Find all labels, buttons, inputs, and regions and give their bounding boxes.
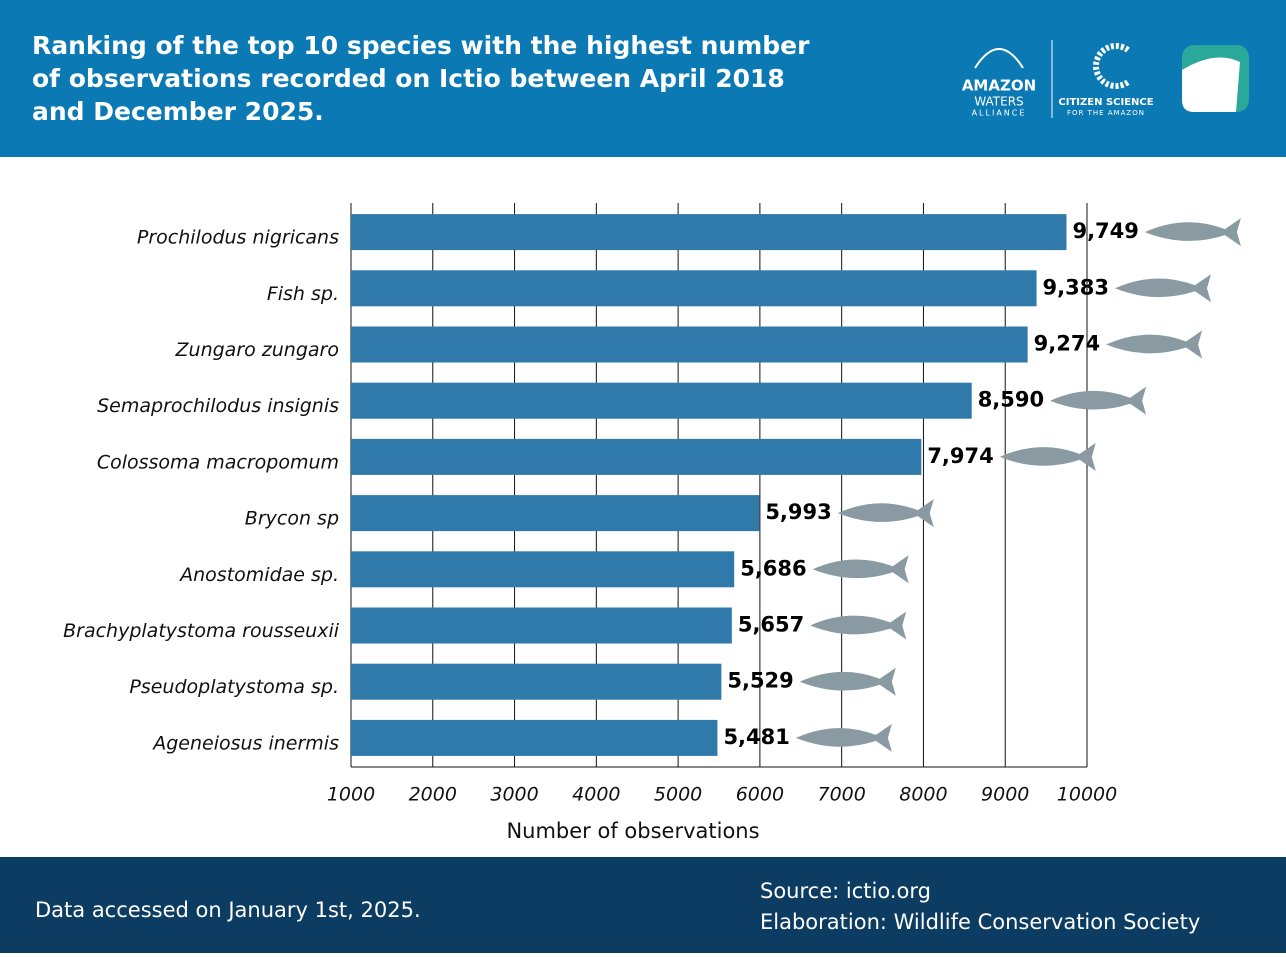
value-label: 8,590	[978, 388, 1044, 412]
x-tick-label: 3000	[490, 784, 538, 806]
bar	[351, 382, 972, 419]
logo-text: AMAZON	[962, 77, 1036, 95]
title-line: and December 2025.	[32, 97, 324, 126]
logo-text: CITIZEN SCIENCE	[1058, 97, 1153, 108]
fish-illustration	[1114, 274, 1211, 303]
x-tick-label: 8000	[899, 784, 947, 806]
value-label: 5,481	[723, 725, 789, 749]
bar	[351, 495, 760, 532]
x-tick-label: 1000	[327, 784, 375, 806]
value-label: 5,529	[727, 669, 793, 693]
category-label: Brycon sp	[245, 508, 339, 530]
logo-text: WATERS	[974, 95, 1023, 109]
bar	[351, 326, 1028, 363]
x-tick-label: 4000	[572, 784, 620, 806]
value-label: 5,686	[740, 556, 806, 580]
logo-mark	[974, 48, 1024, 69]
logo-alliance: AMAZON WATERS ALLIANCE	[962, 48, 1036, 118]
value-label: 9,383	[1043, 275, 1109, 299]
fish-illustration	[999, 442, 1096, 471]
fish-illustration	[1144, 218, 1241, 247]
x-tick-label: 2000	[409, 784, 457, 806]
app-icon	[1182, 45, 1249, 112]
category-label: Semaprochilodus insignis	[97, 395, 339, 417]
value-label: 9,749	[1072, 219, 1138, 243]
fish-illustration	[799, 667, 896, 696]
title-line: Ranking of the top 10 species with the h…	[32, 31, 810, 60]
logo-mark	[1093, 43, 1130, 89]
footer-band	[0, 857, 1286, 953]
category-label: Ageneiosus inermis	[151, 732, 339, 754]
category-label: Anostomidae sp.	[178, 564, 339, 586]
category-label: Pseudoplatystoma sp.	[129, 676, 339, 698]
footer-elaboration: Elaboration: Wildlife Conservation Socie…	[760, 910, 1200, 934]
value-label: 7,974	[927, 444, 993, 468]
x-tick-label: 6000	[736, 784, 784, 806]
value-label: 9,274	[1034, 332, 1100, 356]
header-band	[0, 0, 1286, 157]
fish-illustration	[810, 611, 907, 640]
x-tick-label: 5000	[654, 784, 702, 806]
x-tick-label: 7000	[817, 784, 865, 806]
logo-citizen: CITIZEN SCIENCE FOR THE AMAZON	[1058, 43, 1154, 117]
value-label: 5,657	[738, 613, 804, 637]
fish-illustration	[812, 555, 909, 584]
category-label: Zungaro zungaro	[175, 339, 339, 361]
logo-text: ALLIANCE	[972, 109, 1027, 118]
footer-note: Data accessed on January 1st, 2025.	[35, 898, 421, 922]
fish-illustration	[1050, 386, 1147, 415]
x-axis-title: Number of observations	[506, 819, 759, 843]
category-label: Prochilodus nigricans	[137, 227, 339, 249]
icon-fish	[1182, 57, 1240, 112]
x-tick-label: 9000	[981, 784, 1029, 806]
category-label: Brachyplatystoma rousseuxii	[63, 620, 340, 642]
logo-text: FOR THE AMAZON	[1067, 109, 1145, 117]
bar	[351, 438, 922, 475]
footer-source: Source: ictio.org	[760, 879, 931, 903]
category-label: Fish sp.	[267, 283, 339, 305]
bar	[351, 719, 718, 756]
fish-illustration	[1106, 330, 1203, 359]
fish-illustration	[837, 499, 934, 528]
category-label: Colossoma macropomum	[97, 451, 339, 473]
x-tick-label: 10000	[1057, 784, 1117, 806]
fish-illustration	[795, 723, 892, 752]
bar	[351, 663, 722, 700]
bar	[351, 270, 1037, 307]
bar	[351, 551, 735, 588]
bar	[351, 607, 732, 644]
bar	[351, 214, 1067, 251]
title-line: of observations recorded on Ictio betwee…	[32, 64, 785, 93]
value-label: 5,993	[765, 500, 831, 524]
